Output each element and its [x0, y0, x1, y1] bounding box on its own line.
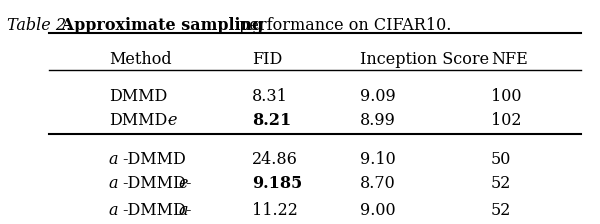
Text: -DMMD: -DMMD — [122, 151, 186, 168]
Text: e: e — [178, 175, 188, 192]
Text: 9.09: 9.09 — [360, 88, 395, 105]
Text: performance on CIFAR10.: performance on CIFAR10. — [235, 17, 452, 34]
Text: a: a — [109, 175, 118, 192]
Text: 11.22: 11.22 — [252, 202, 298, 219]
Text: 8.31: 8.31 — [252, 88, 288, 105]
Text: 50: 50 — [491, 151, 511, 168]
Text: a: a — [178, 202, 188, 219]
Text: 8.70: 8.70 — [360, 175, 395, 192]
Text: a: a — [109, 151, 118, 168]
Text: Inception Score: Inception Score — [360, 51, 489, 68]
Text: NFE: NFE — [491, 51, 528, 68]
Text: 9.10: 9.10 — [360, 151, 395, 168]
Text: a: a — [109, 202, 118, 219]
Text: e: e — [167, 112, 177, 129]
Text: DMMD-: DMMD- — [109, 112, 173, 129]
Text: 52: 52 — [491, 175, 511, 192]
Text: Approximate sampling: Approximate sampling — [56, 17, 264, 34]
Text: 102: 102 — [491, 112, 521, 129]
Text: FID: FID — [252, 51, 283, 68]
Text: 9.00: 9.00 — [360, 202, 395, 219]
Text: 52: 52 — [491, 202, 511, 219]
Text: 24.86: 24.86 — [252, 151, 298, 168]
Text: 8.99: 8.99 — [360, 112, 395, 129]
Text: DMMD: DMMD — [109, 88, 167, 105]
Text: -DMMD-: -DMMD- — [122, 175, 191, 192]
Text: 100: 100 — [491, 88, 521, 105]
Text: Table 2.: Table 2. — [7, 17, 71, 34]
Text: 9.185: 9.185 — [252, 175, 302, 192]
Text: -DMMD-: -DMMD- — [122, 202, 191, 219]
Text: 8.21: 8.21 — [252, 112, 292, 129]
Text: Method: Method — [109, 51, 172, 68]
